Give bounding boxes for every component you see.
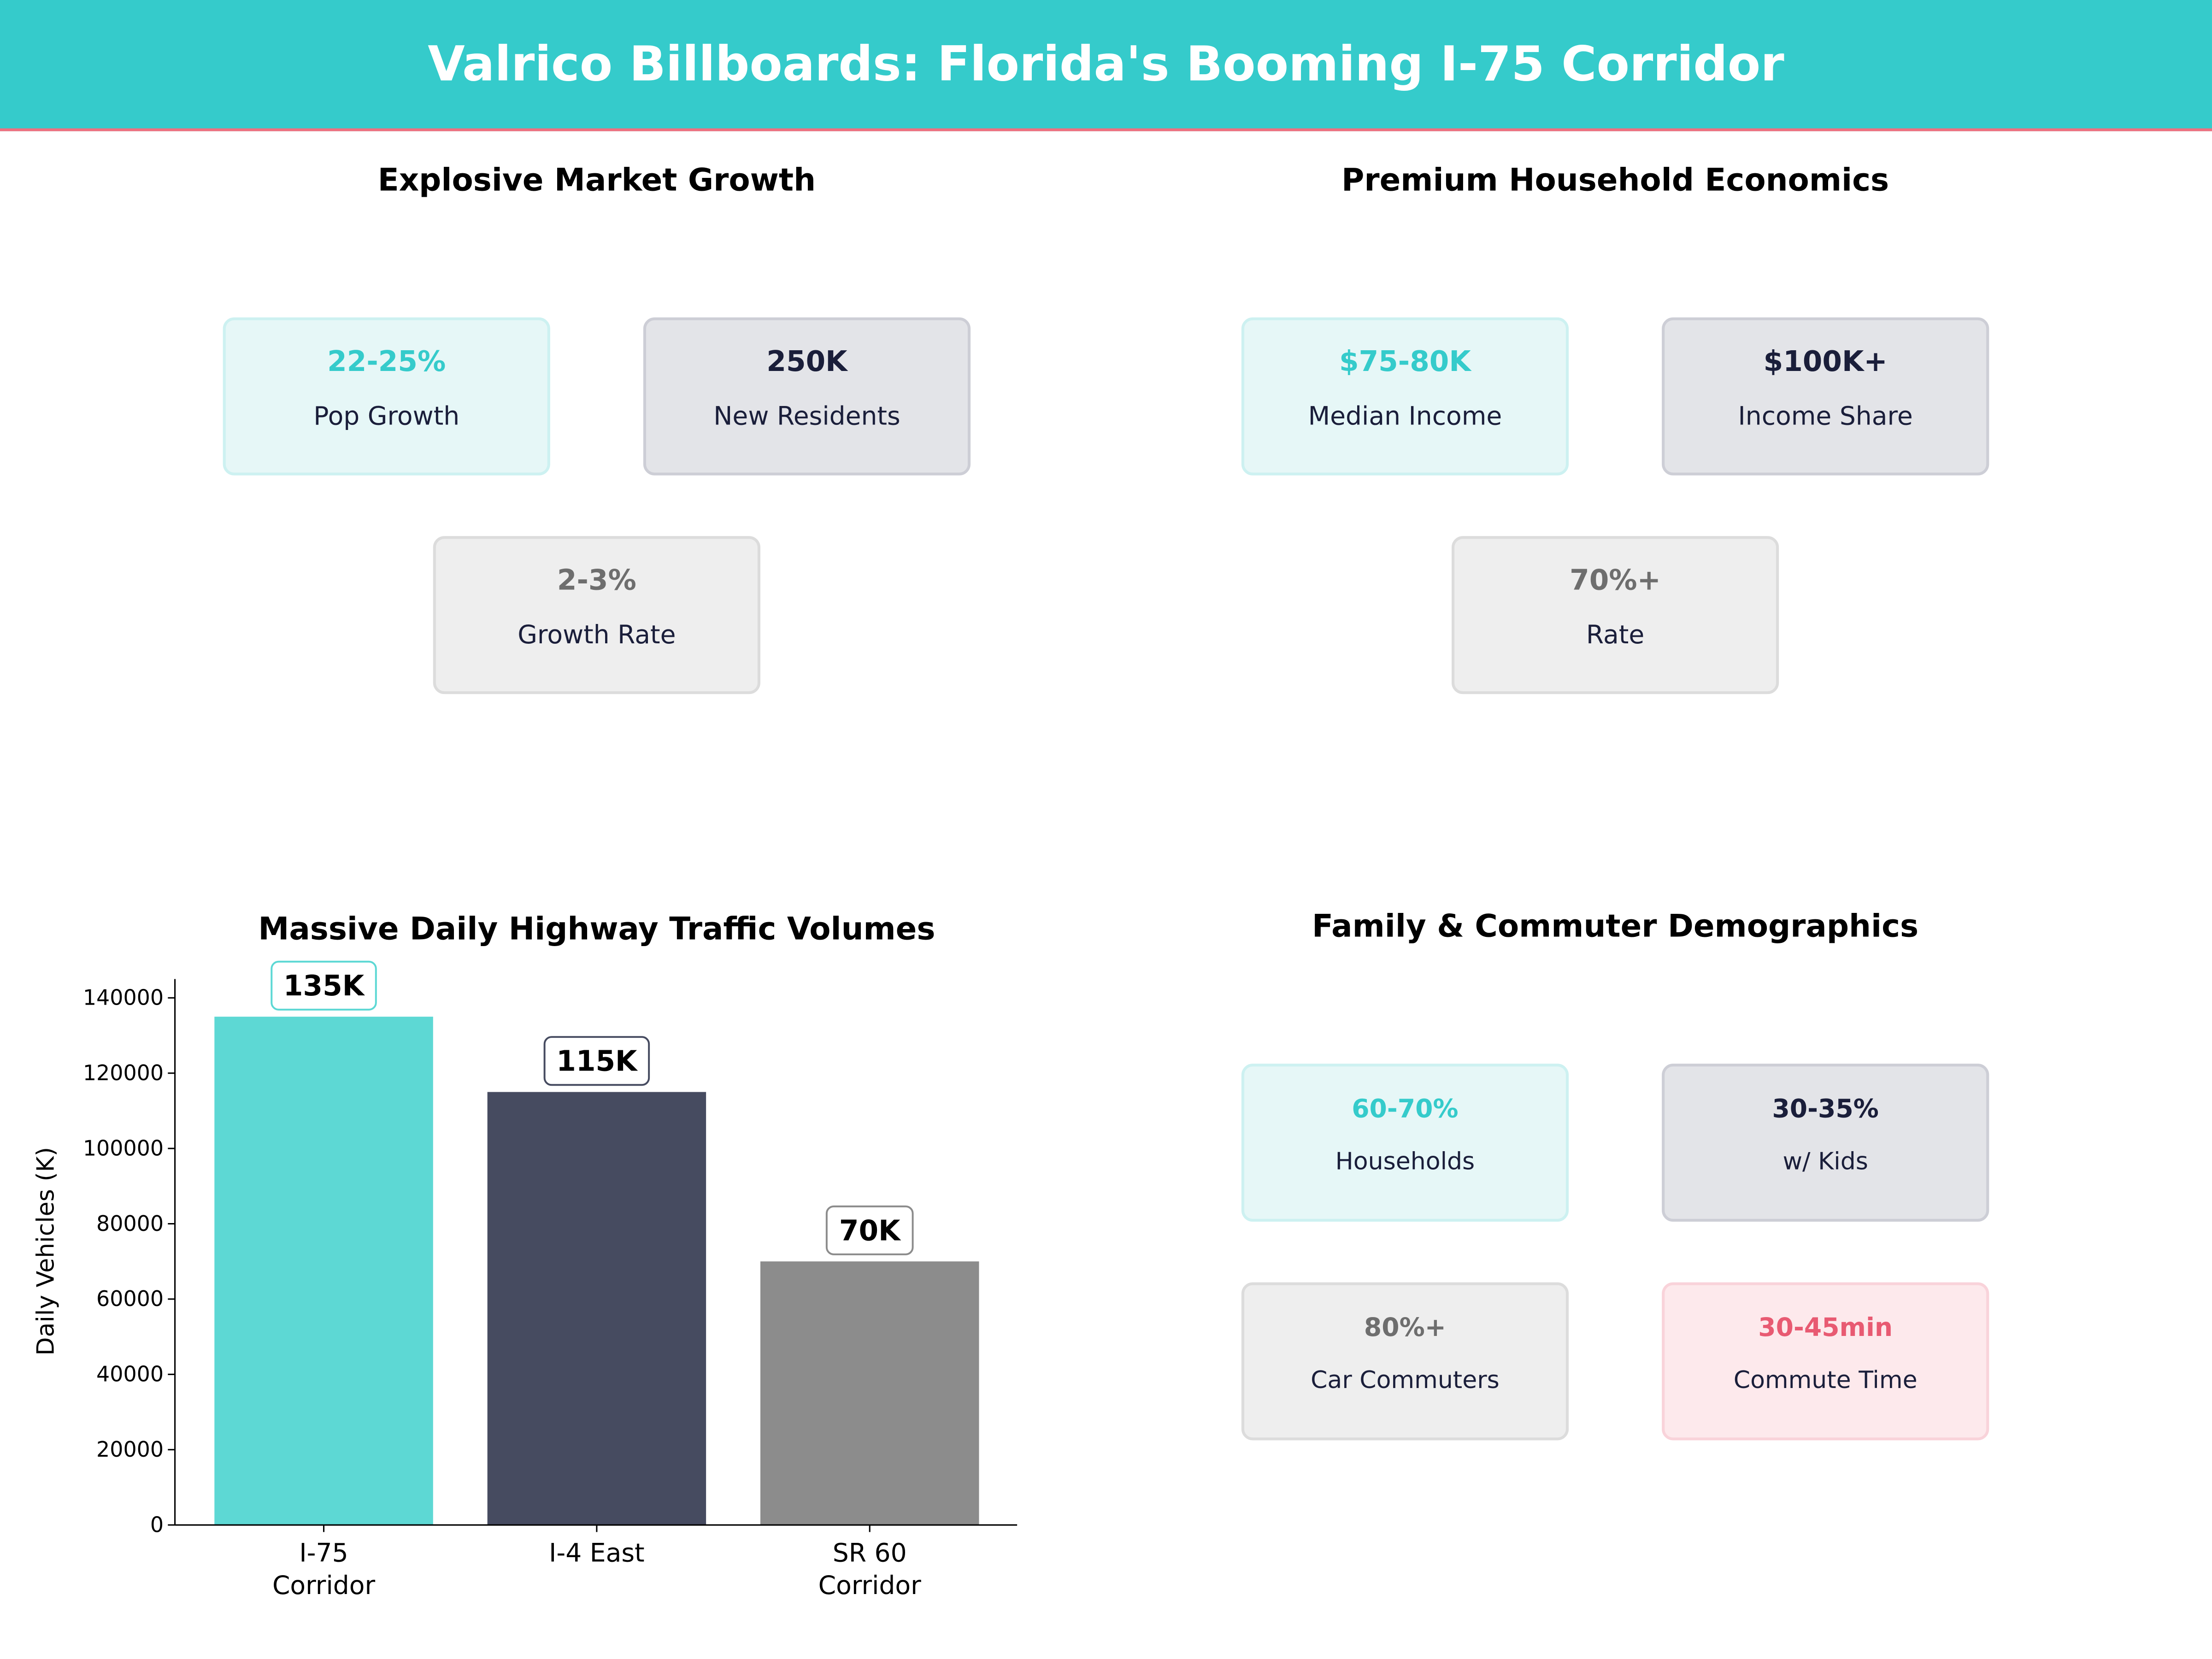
x-tick-label: I-4 East bbox=[549, 1538, 645, 1568]
economics-card-income-share: $100K+ Income Share bbox=[1662, 317, 1989, 476]
stat-value: $75-80K bbox=[1339, 344, 1471, 378]
data-label-box bbox=[825, 1205, 914, 1255]
y-tick-label: 140000 bbox=[83, 985, 164, 1010]
y-tick-label: 120000 bbox=[83, 1060, 164, 1085]
stat-value: 70%+ bbox=[1570, 563, 1661, 597]
y-tick-label: 0 bbox=[150, 1512, 164, 1537]
chart-title: Massive Daily Highway Traffic Volumes bbox=[258, 911, 935, 947]
x-tick-label: I-75 bbox=[299, 1538, 348, 1568]
y-tick-label: 100000 bbox=[83, 1135, 164, 1160]
stat-value: 250K bbox=[766, 344, 847, 378]
x-tick-label: Corridor bbox=[818, 1571, 921, 1600]
stat-label: New Residents bbox=[713, 402, 900, 432]
demographics-card-households: 60-70% Households bbox=[1241, 1064, 1569, 1222]
stat-label: w/ Kids bbox=[1783, 1148, 1868, 1177]
stat-label: Commute Time bbox=[1733, 1367, 1918, 1395]
growth-card-growth-rate: 2-3% Growth Rate bbox=[433, 536, 760, 694]
stat-value: 80%+ bbox=[1364, 1313, 1446, 1343]
y-tick-label: 40000 bbox=[96, 1362, 164, 1387]
stat-label: Car Commuters bbox=[1311, 1367, 1500, 1395]
y-tick-label: 60000 bbox=[96, 1286, 164, 1311]
demographics-card-commute-time: 30-45min Commute Time bbox=[1662, 1282, 1989, 1441]
stat-label: Growth Rate bbox=[518, 620, 676, 651]
header-banner: Valrico Billboards: Florida's Booming I-… bbox=[0, 0, 2212, 131]
economics-card-rate: 70%+ Rate bbox=[1451, 536, 1779, 694]
stat-label: Rate bbox=[1586, 620, 1645, 651]
stat-value: 2-3% bbox=[557, 563, 636, 597]
growth-panel-title: Explosive Market Growth bbox=[377, 164, 816, 199]
stat-label: Households bbox=[1335, 1148, 1475, 1177]
data-label: 135K bbox=[283, 970, 365, 1002]
economics-panel-title: Premium Household Economics bbox=[1341, 164, 1889, 199]
bar-2 bbox=[760, 1261, 979, 1525]
stat-value: $100K+ bbox=[1763, 344, 1888, 378]
bar-0 bbox=[214, 1017, 433, 1525]
x-tick-label: Corridor bbox=[272, 1571, 375, 1600]
growth-card-new-residents: 250K New Residents bbox=[643, 317, 971, 476]
demographics-card-w-kids: 30-35% w/ Kids bbox=[1662, 1064, 1989, 1222]
y-tick-label: 20000 bbox=[96, 1437, 164, 1462]
data-label-box bbox=[271, 960, 377, 1011]
demographics-panel-title: Family & Commuter Demographics bbox=[1312, 910, 1919, 946]
data-label: 115K bbox=[556, 1045, 638, 1078]
data-label-box bbox=[543, 1036, 650, 1086]
economics-card-median-income: $75-80K Median Income bbox=[1241, 317, 1569, 476]
stat-value: 60-70% bbox=[1352, 1094, 1459, 1124]
page-title: Valrico Billboards: Florida's Booming I-… bbox=[428, 36, 1784, 93]
stat-value: 30-35% bbox=[1772, 1094, 1879, 1124]
data-label: 70K bbox=[839, 1214, 901, 1247]
bar-1 bbox=[487, 1092, 706, 1525]
y-tick-label: 80000 bbox=[96, 1211, 164, 1236]
stat-value: 30-45min bbox=[1758, 1313, 1893, 1343]
y-axis-label: Daily Vehicles (K) bbox=[32, 1147, 59, 1356]
x-tick-label: SR 60 bbox=[833, 1538, 907, 1568]
demographics-card-car-commuters: 80%+ Car Commuters bbox=[1241, 1282, 1569, 1441]
stat-label: Pop Growth bbox=[313, 402, 460, 432]
stat-value: 22-25% bbox=[327, 344, 446, 378]
growth-card-pop-growth: 22-25% Pop Growth bbox=[223, 317, 550, 476]
stat-label: Income Share bbox=[1738, 402, 1913, 432]
stat-label: Median Income bbox=[1308, 402, 1502, 432]
